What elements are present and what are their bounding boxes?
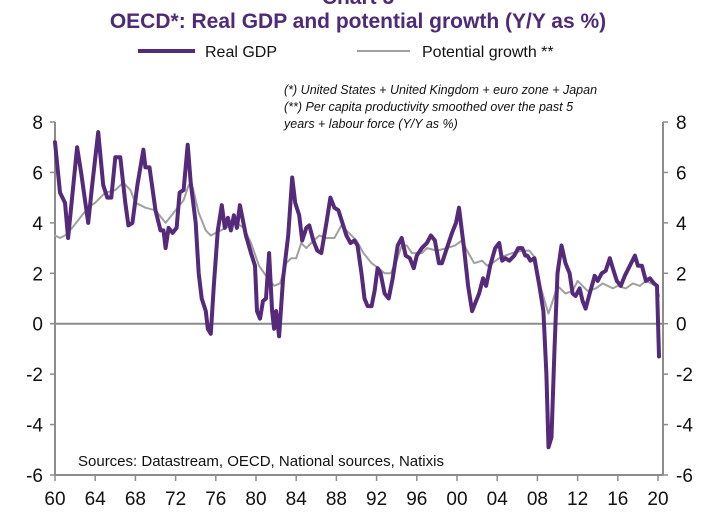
footnotes: (*) United States + United Kingdom + eur… <box>283 83 597 131</box>
x-tick-label: 12 <box>567 489 588 510</box>
x-tick-label: 04 <box>487 489 509 510</box>
y-tick-label-left: 4 <box>32 214 43 235</box>
x-tick-label: 64 <box>85 489 107 510</box>
footnote-2: (**) Per capita productivity smoothed ov… <box>284 100 573 114</box>
y-tick-label-right: 4 <box>676 214 687 235</box>
legend-label-real-gdp: Real GDP <box>205 44 277 61</box>
chart-title: OECD*: Real GDP and potential growth (Y/… <box>110 10 606 33</box>
x-tick-label: 20 <box>647 489 668 510</box>
y-tick-label-right: 8 <box>676 113 687 134</box>
x-tick-label: 88 <box>326 489 347 510</box>
x-tick-label: 76 <box>205 489 226 510</box>
x-tick-label: 96 <box>406 489 427 510</box>
x-tick-label: 92 <box>366 489 387 510</box>
x-tick-label: 00 <box>446 489 467 510</box>
x-tick-label: 60 <box>44 489 65 510</box>
y-tick-label-right: 6 <box>676 163 687 184</box>
x-tick-label: 72 <box>165 489 186 510</box>
y-tick-label-left: 6 <box>32 163 43 184</box>
x-tick-label: 80 <box>245 489 266 510</box>
y-tick-label-left: -2 <box>26 365 43 386</box>
axes: 8 86 64 42 20 0-2 -2-4 -4-6 -660 64 68 72 76 80 84 88 92… <box>26 113 693 510</box>
y-tick-label-left: 8 <box>32 113 43 134</box>
y-tick-label-right: 2 <box>676 264 687 285</box>
x-tick-label: 68 <box>125 489 146 510</box>
source-note: Sources: Datastream, OECD, National sour… <box>78 453 444 470</box>
x-tick-label: 16 <box>607 489 628 510</box>
y-tick-label-right: -2 <box>676 365 693 386</box>
footnote-3: years + labour force (Y/Y as %) <box>283 117 458 131</box>
x-tick-label: 84 <box>286 489 308 510</box>
y-tick-label-right: -6 <box>676 466 693 487</box>
footnote-1: (*) United States + United Kingdom + eur… <box>284 83 597 97</box>
y-tick-label-left: -6 <box>26 466 43 487</box>
legend-label-potential-growth: Potential growth ** <box>422 44 554 61</box>
y-tick-label-left: 2 <box>32 264 43 285</box>
y-tick-label-right: 0 <box>676 315 687 336</box>
y-tick-label-left: 0 <box>32 315 43 336</box>
x-tick-label: 08 <box>527 489 548 510</box>
legend: Real GDP Potential growth ** <box>138 44 554 61</box>
chart-supertitle: Chart 5 <box>322 0 395 9</box>
y-tick-label-right: -4 <box>676 416 693 437</box>
y-tick-label-left: -4 <box>26 416 43 437</box>
series-line-real-gdp <box>53 130 661 450</box>
series-lines <box>53 130 661 450</box>
